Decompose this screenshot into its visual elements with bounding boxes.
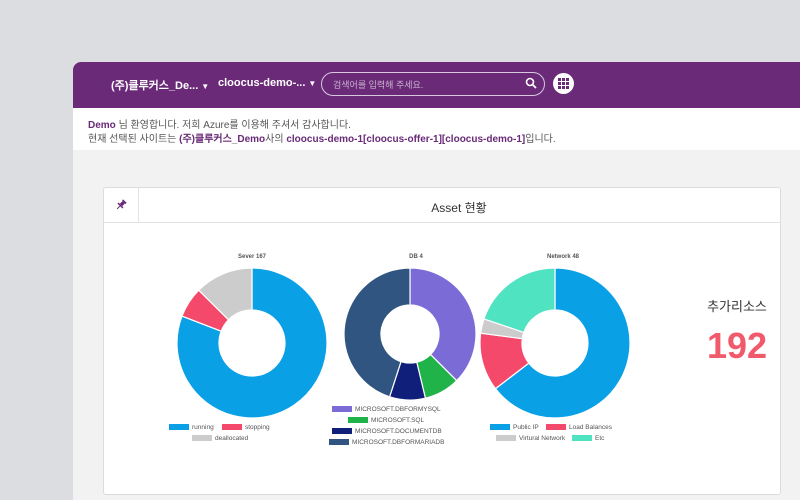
legend-item: Etc [572,435,604,442]
extra-resources-label: 추가리소스 [707,299,767,314]
db-donut [343,267,477,401]
apps-grid-icon[interactable] [553,73,574,94]
server-donut [176,267,328,419]
extra-resources-value: 192 [706,325,768,366]
legend-label: MICROSOFT.SQL [371,417,425,424]
site-info-mid: 사의 [265,134,287,145]
legend-item: deallocated [192,435,248,442]
search-box [321,72,545,96]
search-input[interactable] [331,76,525,94]
top-navigation-bar: (주)클루커스_De... ▼ cloocus-demo-... ▼ [73,62,800,108]
donut-slice-microsoft-dbformysql[interactable] [409,267,477,382]
pin-button[interactable] [104,188,139,222]
current-site: cloocus-demo-1[cloocus-offer-1][cloocus-… [286,134,526,145]
legend-label: deallocated [215,435,249,442]
legend-item: Public IP [490,424,539,431]
site-info-prefix: 현재 선택된 사이트는 [88,134,180,145]
site-info-suffix: 입니다. [525,134,556,145]
asset-status-card: Asset 현황 Sever 167 running stopping deal… [103,187,781,495]
donut-slice-deallocated[interactable] [197,267,253,321]
card-header: Asset 현황 [104,188,780,223]
legend-item: running [169,424,214,431]
donut-slice-running[interactable] [176,267,328,419]
chevron-down-icon: ▼ [201,82,210,91]
search-icon[interactable] [525,77,537,89]
site-selector[interactable]: cloocus-demo-... ▼ [218,77,316,89]
welcome-notice: Demo 님 환영합니다. 저희 Azure를 이용해 주셔서 감사합니다. 현… [73,108,800,150]
site-info-line: 현재 선택된 사이트는 (주)클루커스_Demo사의 cloocus-demo-… [88,130,556,145]
legend-item: MICROSOFT.DBFORMARIADB [329,439,444,446]
legend-item: MICROSOFT.DOCUMENTDB [332,428,442,435]
db-donut-chart: DB 4 MICROSOFT.DBFORMYSQL MICROSOFT.SQL … [326,246,506,451]
chart-title: Sever 167 [237,254,267,260]
legend-label: MICROSOFT.DBFORMARIADB [352,439,445,446]
pin-icon [116,199,127,210]
server-donut-chart: Sever 167 running stopping deallocated [162,246,342,451]
company-selector[interactable]: (주)클루커스_De... ▼ [111,77,209,93]
legend-label: stopping [245,424,270,431]
site-selector-label: cloocus-demo-... [218,77,306,89]
legend-label: running [192,424,214,431]
chevron-down-icon: ▼ [308,79,317,88]
network-donut-chart: Network 48 Public IP Load Balances Virtu… [473,246,653,451]
legend-label: Etc [595,435,605,442]
legend-label: MICROSOFT.DBFORMYSQL [355,406,441,413]
welcome-line: Demo 님 환영합니다. 저희 Azure를 이용해 주셔서 감사합니다. [88,116,351,131]
user-name: Demo [88,120,116,131]
current-company: (주)클루커스_Demo [179,134,266,145]
legend-label: Public IP [513,424,539,431]
legend-item: Load Balances [546,424,612,431]
chart-title: Network 48 [546,254,579,260]
legend-item: Virtural Network [496,435,565,442]
donut-slice-etc[interactable] [483,267,556,334]
legend-item: MICROSOFT.DBFORMYSQL [332,406,441,413]
donut-slice-microsoft-dbformariadb[interactable] [343,267,411,398]
legend-item: MICROSOFT.SQL [348,417,424,424]
legend-label: Virtural Network [519,435,566,442]
company-selector-label: (주)클루커스_De... [111,80,199,92]
legend-label: MICROSOFT.DOCUMENTDB [355,428,442,435]
card-title: Asset 현황 [431,201,487,215]
app-window: (주)클루커스_De...▼ cloocus-demo-...▼ Demo 님 … [73,62,800,500]
donut-slice-public-ip[interactable] [494,267,631,419]
chart-title: DB 4 [409,254,423,260]
network-donut [479,267,631,419]
legend-label: Load Balances [569,424,613,431]
legend-item: stopping [222,424,270,431]
welcome-text: 님 환영합니다. 저희 Azure를 이용해 주셔서 감사합니다. [115,120,351,131]
